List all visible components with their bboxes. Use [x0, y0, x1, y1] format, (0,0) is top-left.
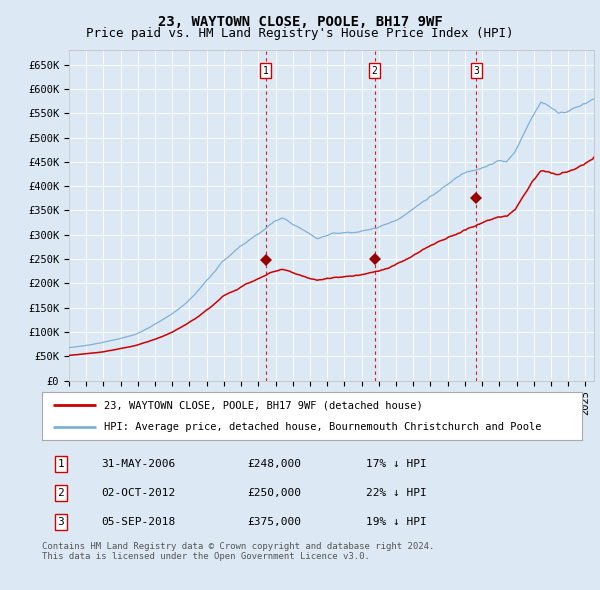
Text: Price paid vs. HM Land Registry's House Price Index (HPI): Price paid vs. HM Land Registry's House …: [86, 27, 514, 40]
Text: 2: 2: [371, 65, 377, 76]
Text: 31-MAY-2006: 31-MAY-2006: [101, 459, 176, 468]
Text: £250,000: £250,000: [247, 488, 301, 498]
Text: 2: 2: [58, 488, 64, 498]
Text: 1: 1: [263, 65, 269, 76]
Text: 02-OCT-2012: 02-OCT-2012: [101, 488, 176, 498]
Text: 23, WAYTOWN CLOSE, POOLE, BH17 9WF (detached house): 23, WAYTOWN CLOSE, POOLE, BH17 9WF (deta…: [104, 400, 423, 410]
Text: Contains HM Land Registry data © Crown copyright and database right 2024.
This d: Contains HM Land Registry data © Crown c…: [42, 542, 434, 561]
Text: 23, WAYTOWN CLOSE, POOLE, BH17 9WF: 23, WAYTOWN CLOSE, POOLE, BH17 9WF: [158, 15, 442, 29]
Text: £248,000: £248,000: [247, 459, 301, 468]
Text: 1: 1: [58, 459, 64, 468]
Text: 3: 3: [58, 517, 64, 527]
Text: 3: 3: [473, 65, 479, 76]
Text: 05-SEP-2018: 05-SEP-2018: [101, 517, 176, 527]
Text: HPI: Average price, detached house, Bournemouth Christchurch and Poole: HPI: Average price, detached house, Bour…: [104, 422, 542, 432]
Text: £375,000: £375,000: [247, 517, 301, 527]
Text: 19% ↓ HPI: 19% ↓ HPI: [366, 517, 427, 527]
Text: 17% ↓ HPI: 17% ↓ HPI: [366, 459, 427, 468]
Text: 22% ↓ HPI: 22% ↓ HPI: [366, 488, 427, 498]
